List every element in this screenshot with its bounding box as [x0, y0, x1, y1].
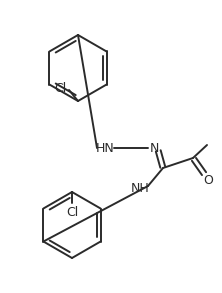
Text: HN: HN — [96, 142, 114, 154]
Text: N: N — [149, 142, 159, 154]
Text: Cl: Cl — [66, 207, 78, 219]
Text: O: O — [203, 173, 213, 187]
Text: NH: NH — [131, 181, 149, 195]
Text: Cl: Cl — [54, 81, 66, 95]
